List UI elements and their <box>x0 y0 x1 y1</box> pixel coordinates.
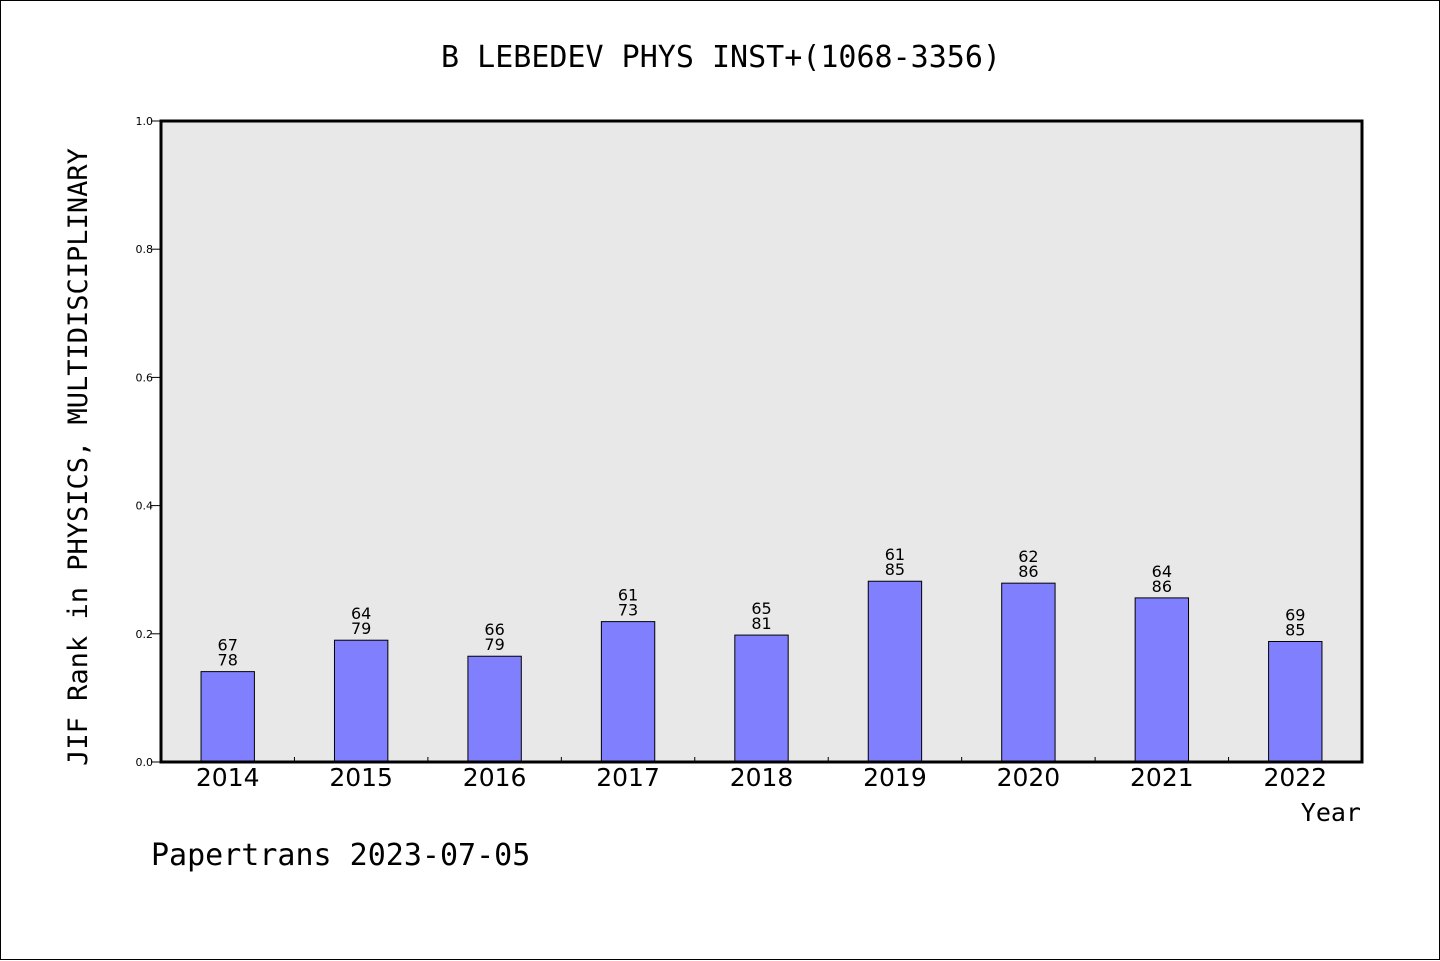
data-label-rank: 64 <box>1152 562 1172 581</box>
x-tick-label: 2015 <box>329 763 393 792</box>
data-label-rank: 64 <box>351 604 371 623</box>
data-label-total: 79 <box>351 619 371 638</box>
bar-2014 <box>200 671 255 763</box>
y-tick-label: 1.0 <box>136 115 154 128</box>
x-axis: 2014 2015 2016 2017 2018 2019 2020 2021 2022 <box>196 757 1327 792</box>
x-tick-label: 2014 <box>196 763 260 792</box>
chart-title: B LEBEDEV PHYS INST+(1068-3356) <box>441 40 1001 75</box>
bar-series <box>200 580 1323 763</box>
data-label-rank: 67 <box>218 636 238 655</box>
data-label-total: 73 <box>618 601 638 620</box>
data-label-rank: 61 <box>618 586 638 605</box>
x-tick-label: 2020 <box>997 763 1061 792</box>
data-label-rank: 66 <box>484 620 504 639</box>
bar-2021 <box>1134 597 1190 763</box>
bar-2019 <box>867 580 923 763</box>
data-label-total: 85 <box>885 560 905 579</box>
x-tick-label: 2019 <box>863 763 927 792</box>
data-label-rank: 65 <box>751 599 771 618</box>
data-label-rank: 69 <box>1285 605 1305 624</box>
x-tick-label: 2017 <box>596 763 660 792</box>
footer-credit: Papertrans 2023-07-05 <box>151 838 530 873</box>
y-tick-label: 0.4 <box>136 500 154 513</box>
plot-border <box>159 119 1364 764</box>
bar-2018 <box>734 634 789 763</box>
data-label-total: 86 <box>1018 562 1038 581</box>
bar-2020 <box>1001 582 1056 763</box>
y-tick-label: 0.6 <box>136 371 154 384</box>
x-tick-label: 2021 <box>1130 763 1194 792</box>
data-label-total: 79 <box>484 635 504 654</box>
x-tick-label: 2022 <box>1263 763 1327 792</box>
bar-2015 <box>333 639 389 763</box>
data-label-rank: 61 <box>885 545 905 564</box>
bar-2016 <box>467 655 522 763</box>
y-tick-label: 0.8 <box>136 243 154 256</box>
data-label-total: 78 <box>218 651 238 670</box>
y-axis: 0.0 0.2 0.4 0.6 0.8 1.0 <box>136 115 161 769</box>
x-tick-label: 2016 <box>463 763 527 792</box>
data-label-total: 81 <box>751 614 771 633</box>
y-tick-label: 0.0 <box>136 756 154 769</box>
bar-2017 <box>600 621 656 763</box>
data-label-rank: 62 <box>1018 547 1038 566</box>
x-tick-label: 2018 <box>730 763 794 792</box>
x-axis-label: Year <box>1301 798 1361 827</box>
data-label-total: 86 <box>1152 577 1172 596</box>
bar-2022 <box>1268 640 1323 763</box>
data-label-total: 85 <box>1285 620 1305 639</box>
y-axis-label: JIF Rank in PHYSICS, MULTIDISCIPLINARY <box>63 148 94 766</box>
y-tick-label: 0.2 <box>136 628 154 641</box>
